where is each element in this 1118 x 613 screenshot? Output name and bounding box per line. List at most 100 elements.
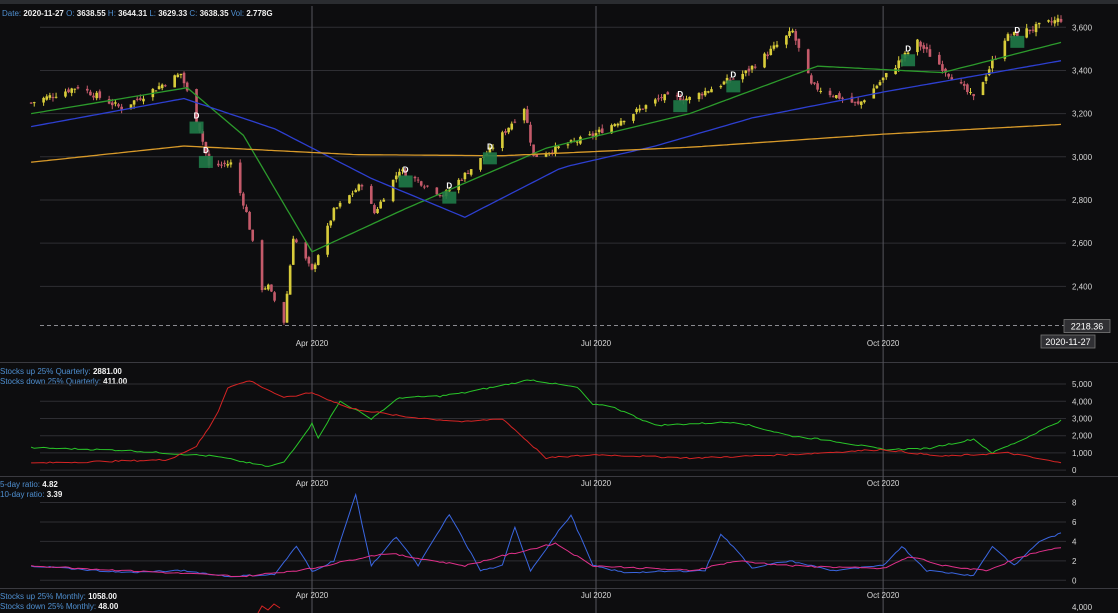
candle — [154, 90, 158, 92]
price-badge-text: 2218.36 — [1071, 322, 1104, 332]
x-tick-label: Jul 2020 — [581, 591, 612, 600]
candle — [657, 98, 660, 100]
ratio-legend: 5-day ratio: 4.82 10-day ratio: 3.39 — [0, 480, 63, 499]
candle — [544, 153, 548, 157]
open-value: 3638.55 — [76, 9, 106, 18]
candle — [398, 171, 401, 178]
x-tick-label: Oct 2020 — [867, 591, 900, 600]
candle — [401, 169, 404, 171]
candle — [351, 193, 354, 195]
candle — [700, 93, 704, 96]
candle — [460, 179, 464, 181]
candle — [850, 96, 854, 103]
candle — [423, 186, 426, 188]
candle — [1059, 18, 1063, 22]
candle — [220, 164, 223, 166]
x-tick-label: Oct 2020 — [867, 339, 900, 348]
y-tick-label: 4,000 — [1072, 603, 1093, 612]
candle — [591, 133, 595, 137]
chart-canvas[interactable]: 2,400 2,600 2,800 3,000 3,200 3,400 3,600 0 1,00… — [0, 4, 1118, 613]
series-line-red — [31, 380, 1062, 464]
candle — [182, 72, 186, 84]
y-tick-label: 6 — [1072, 518, 1077, 527]
candle — [575, 141, 579, 143]
moving-average-green — [30, 41, 1062, 253]
candle — [291, 238, 295, 265]
candle — [972, 94, 975, 97]
dividend-marker-label: D — [905, 44, 911, 53]
candle — [856, 101, 860, 104]
candle — [682, 99, 685, 101]
candle — [288, 265, 292, 295]
dividend-marker-label: D — [487, 142, 493, 151]
candle — [750, 65, 754, 70]
series-line-red — [257, 603, 281, 613]
candle — [67, 89, 70, 93]
candle — [260, 240, 264, 291]
candle — [132, 100, 136, 105]
candle — [878, 82, 882, 86]
close-value: 3638.35 — [199, 9, 229, 18]
dividend-marker-label: D — [677, 90, 683, 99]
candle — [348, 195, 351, 204]
candle — [557, 146, 560, 148]
candle — [728, 79, 732, 81]
candle — [479, 158, 482, 170]
candle — [744, 70, 748, 74]
candle — [610, 125, 613, 134]
candle — [675, 95, 679, 97]
candle — [566, 144, 570, 146]
candle — [600, 128, 604, 134]
candle — [173, 75, 176, 88]
series-line-blue — [31, 492, 1062, 578]
candle — [597, 129, 601, 133]
monthly-legend: Stocks up 25% Monthly: 1058.00 Stocks do… — [0, 592, 119, 611]
candle — [185, 82, 189, 91]
candle — [266, 284, 270, 290]
candle — [526, 109, 529, 123]
candle — [76, 87, 80, 89]
y-tick-label: 4 — [1072, 537, 1077, 546]
candle — [747, 68, 751, 72]
candle — [941, 64, 944, 71]
candle — [875, 85, 879, 89]
y-tick-label: 2,600 — [1072, 239, 1093, 248]
ratio10-value: 3.39 — [46, 490, 63, 499]
dividend-marker-label: D — [1014, 26, 1020, 35]
down25-monthly-value: 48.00 — [98, 602, 119, 611]
candle — [229, 162, 233, 165]
candle — [685, 98, 688, 101]
dividend-marker-label: D — [730, 70, 736, 79]
candle — [788, 31, 791, 36]
dividend-marker-label: D — [203, 146, 209, 155]
candle — [838, 93, 841, 99]
candle — [501, 132, 504, 149]
candle — [263, 288, 267, 290]
y-tick-label: 2,400 — [1072, 282, 1093, 291]
high-value: 3644.31 — [118, 9, 148, 18]
candle — [204, 142, 208, 154]
candle — [991, 60, 994, 69]
candle — [769, 48, 773, 55]
candle — [569, 140, 573, 143]
candle — [316, 255, 320, 265]
candle — [660, 97, 663, 99]
y-tick-label: 3,000 — [1072, 414, 1093, 423]
candle — [135, 98, 139, 100]
candle — [635, 108, 638, 113]
candle — [644, 105, 648, 109]
candle — [457, 179, 460, 191]
candle — [678, 97, 682, 101]
y-tick-label: 0 — [1072, 576, 1077, 585]
ratio5-value: 4.82 — [42, 480, 58, 489]
candle — [238, 162, 242, 194]
candle — [819, 90, 823, 92]
candle — [92, 95, 95, 98]
y-tick-label: 3,200 — [1072, 110, 1093, 119]
candle — [510, 123, 514, 130]
candle — [791, 30, 794, 33]
candle — [335, 207, 339, 209]
x-tick-label: Jul 2020 — [581, 479, 612, 488]
candle — [1025, 28, 1028, 38]
candle — [504, 131, 507, 133]
